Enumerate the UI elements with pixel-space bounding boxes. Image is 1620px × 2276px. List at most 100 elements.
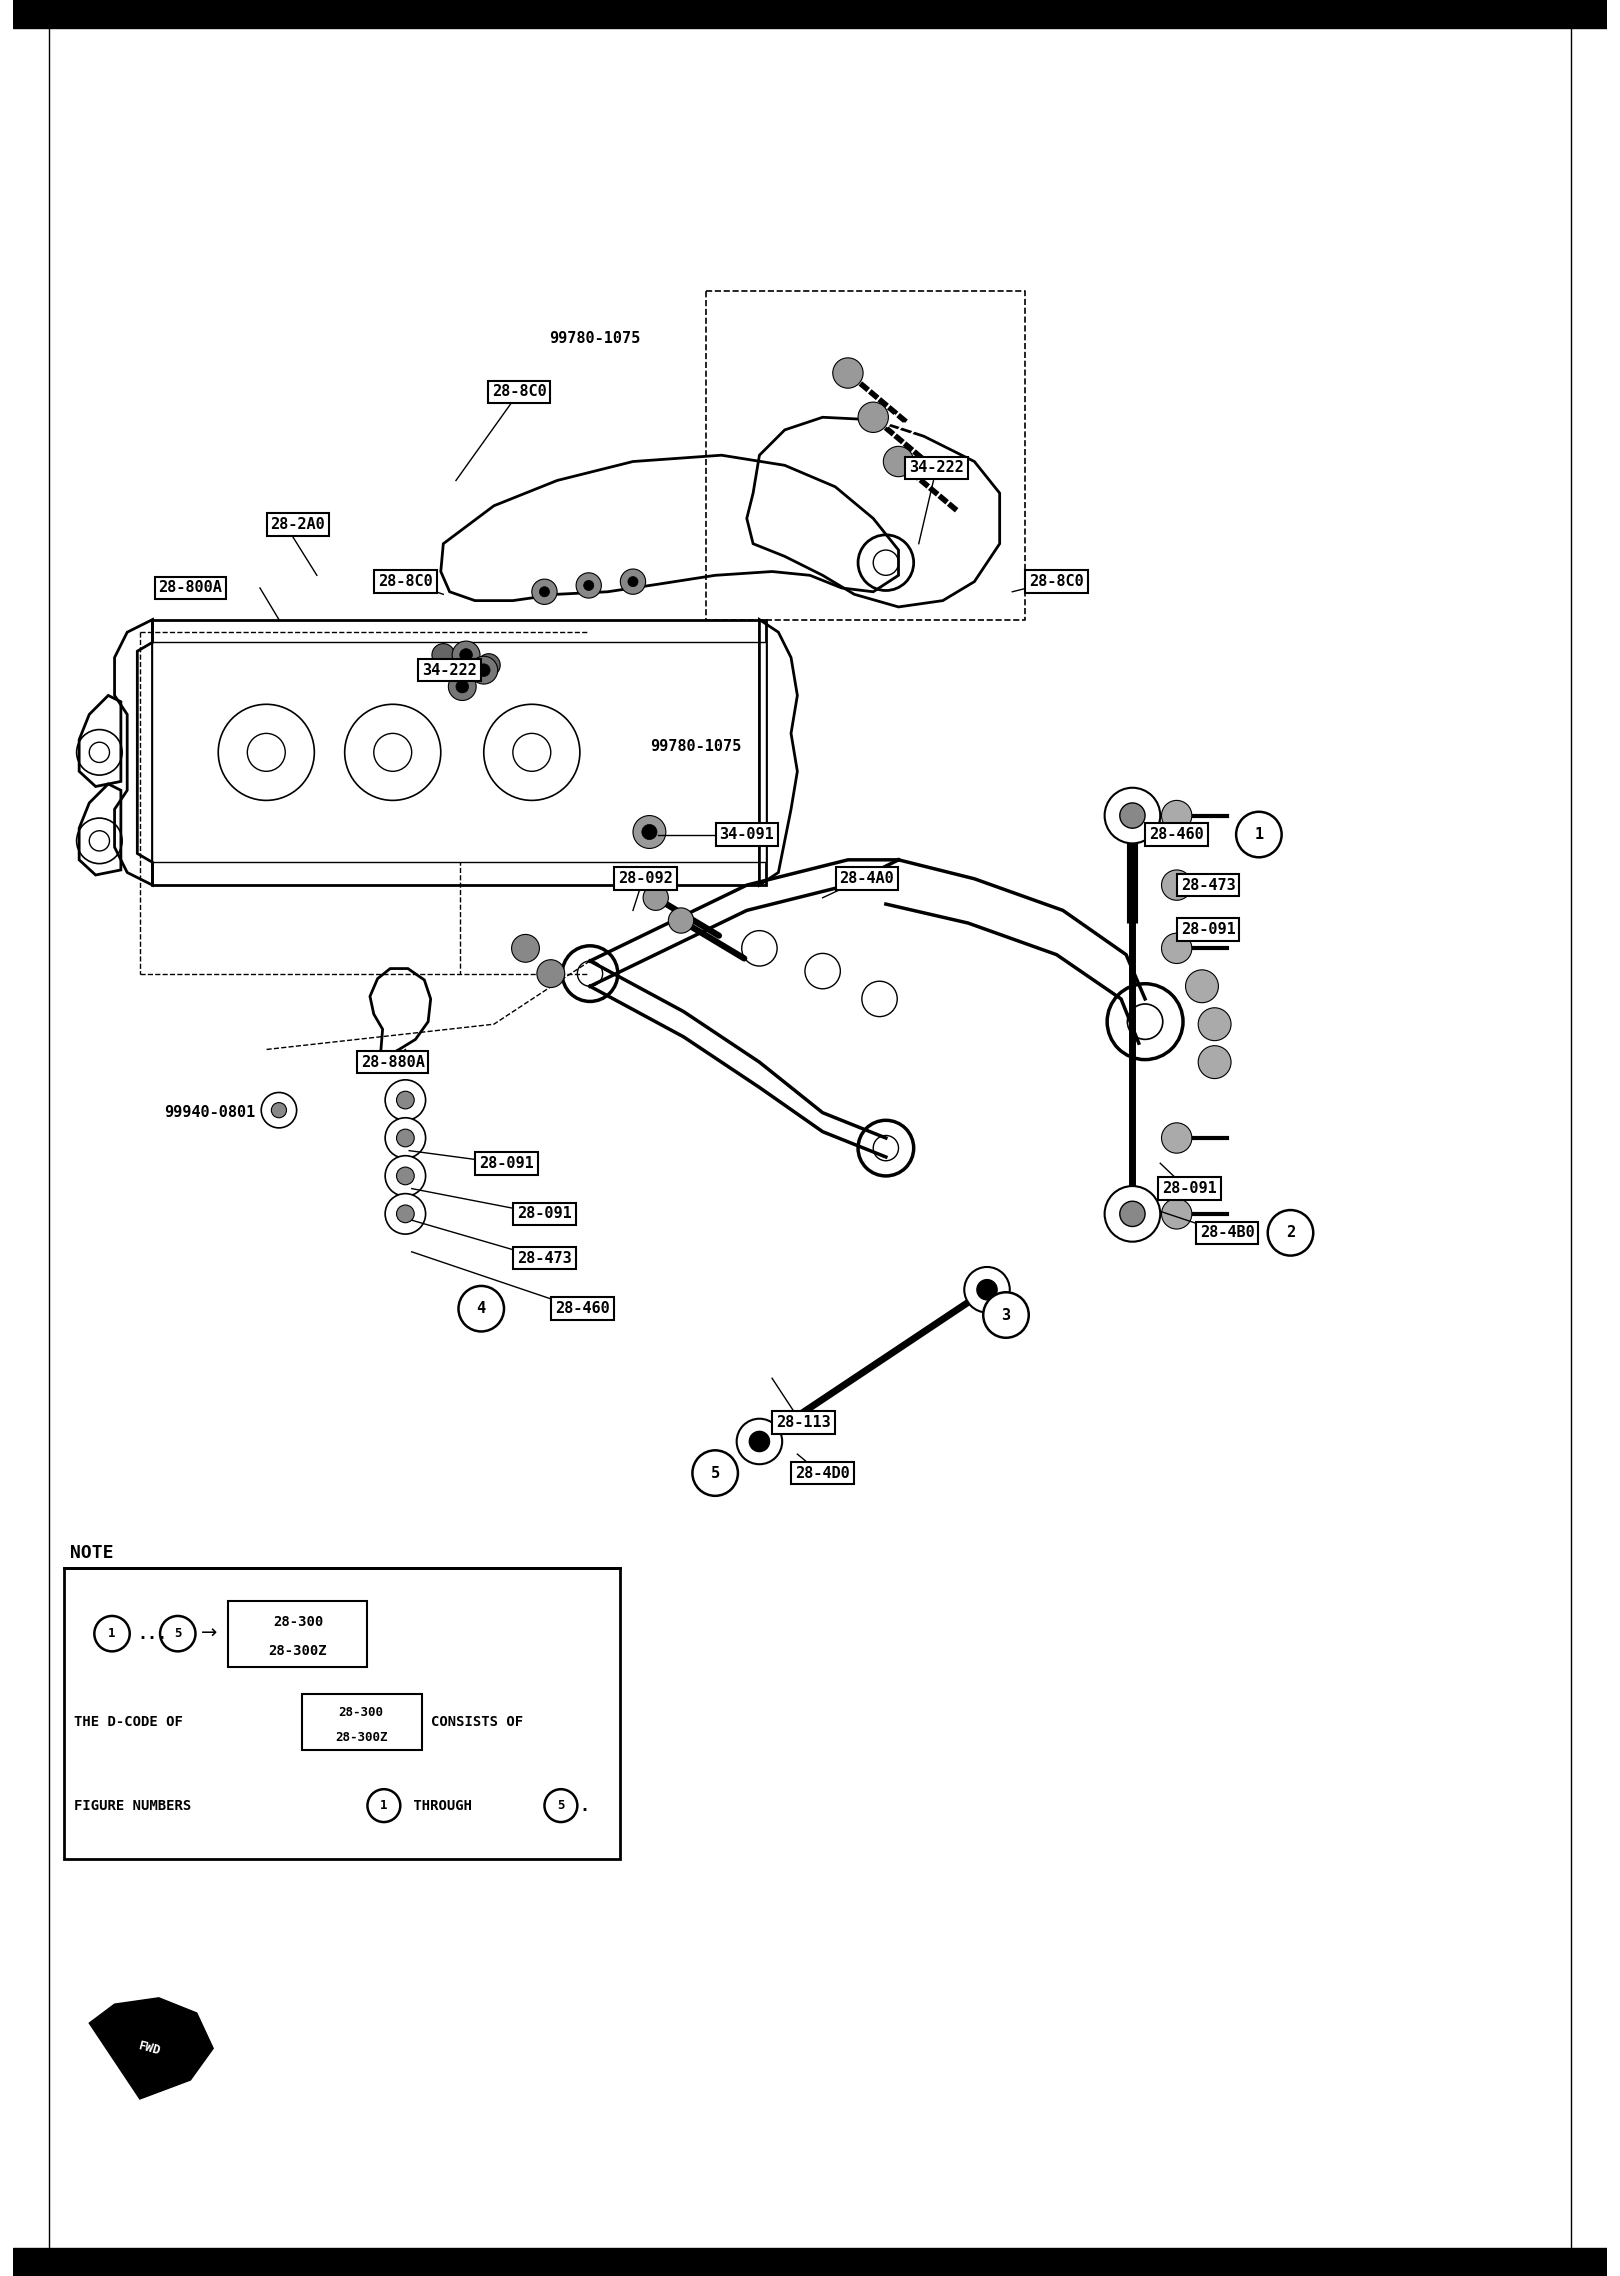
Circle shape (470, 655, 497, 685)
Text: CONSISTS OF: CONSISTS OF (431, 1716, 523, 1730)
Text: 5: 5 (557, 1798, 565, 1812)
Circle shape (386, 1193, 426, 1234)
Circle shape (460, 649, 473, 662)
Text: 28-880A: 28-880A (361, 1054, 424, 1070)
Circle shape (1119, 1202, 1145, 1227)
Text: 28-300Z: 28-300Z (269, 1643, 327, 1659)
Circle shape (983, 1293, 1029, 1338)
Circle shape (1186, 970, 1218, 1004)
Text: 99780-1075: 99780-1075 (549, 332, 640, 346)
Circle shape (433, 644, 455, 667)
Text: 3: 3 (1001, 1306, 1011, 1322)
Text: 28-091: 28-091 (1162, 1181, 1217, 1197)
Text: 28-300: 28-300 (272, 1616, 322, 1630)
Text: 28-8C0: 28-8C0 (492, 385, 546, 401)
Circle shape (397, 1129, 415, 1147)
Circle shape (458, 1286, 504, 1331)
Text: 5: 5 (711, 1466, 719, 1482)
Circle shape (94, 1616, 130, 1652)
Text: 28-300Z: 28-300Z (335, 1730, 387, 1743)
Circle shape (633, 815, 666, 849)
Circle shape (859, 403, 888, 432)
Text: 4: 4 (476, 1302, 486, 1316)
Circle shape (583, 580, 595, 589)
Circle shape (737, 1418, 782, 1463)
Text: 28-473: 28-473 (1181, 879, 1236, 892)
Circle shape (1268, 1211, 1314, 1256)
Bar (301, 1693, 421, 1750)
Circle shape (1119, 803, 1145, 828)
Circle shape (1162, 1122, 1192, 1154)
Text: 5: 5 (173, 1627, 181, 1641)
Text: 28-113: 28-113 (776, 1416, 831, 1429)
Text: 28-4B0: 28-4B0 (1200, 1224, 1254, 1240)
Text: 34-091: 34-091 (719, 826, 774, 842)
Circle shape (536, 960, 565, 988)
Text: 28-460: 28-460 (556, 1302, 609, 1316)
Text: 28-2A0: 28-2A0 (271, 517, 326, 533)
Circle shape (531, 578, 557, 605)
Circle shape (449, 674, 476, 701)
Circle shape (1199, 1008, 1231, 1040)
Text: 28-092: 28-092 (619, 872, 672, 885)
Text: 28-091: 28-091 (480, 1156, 535, 1170)
Circle shape (977, 1279, 998, 1300)
Text: 28-8C0: 28-8C0 (377, 574, 433, 589)
Circle shape (386, 1118, 426, 1158)
Circle shape (89, 831, 110, 851)
Text: 34-222: 34-222 (423, 662, 476, 678)
Text: 34-222: 34-222 (909, 460, 964, 476)
Circle shape (386, 1156, 426, 1197)
Circle shape (397, 1168, 415, 1186)
Circle shape (620, 569, 646, 594)
Text: THROUGH: THROUGH (405, 1798, 473, 1812)
Text: .: . (580, 1796, 590, 1814)
Circle shape (89, 742, 110, 762)
Circle shape (1162, 1199, 1192, 1229)
Text: 1: 1 (109, 1627, 115, 1641)
Bar (13, 2249, 1607, 2276)
Circle shape (750, 1432, 770, 1452)
Bar (13, 0, 1607, 27)
Text: FIGURE NUMBERS: FIGURE NUMBERS (75, 1798, 191, 1812)
Bar (152, 619, 766, 885)
Text: 2: 2 (1286, 1224, 1294, 1240)
Circle shape (577, 574, 601, 599)
Text: 28-300: 28-300 (339, 1705, 384, 1718)
Text: →: → (201, 1625, 217, 1643)
Text: FWD: FWD (138, 2039, 162, 2058)
Circle shape (386, 1079, 426, 1120)
Circle shape (397, 1090, 415, 1108)
Circle shape (964, 1268, 1009, 1313)
Circle shape (1162, 801, 1192, 831)
Circle shape (397, 1204, 415, 1222)
Circle shape (261, 1092, 296, 1129)
Circle shape (160, 1616, 196, 1652)
Text: 99780-1075: 99780-1075 (651, 737, 742, 753)
Circle shape (629, 576, 638, 587)
Circle shape (455, 681, 468, 692)
Circle shape (1199, 1045, 1231, 1079)
Text: ...: ... (138, 1625, 167, 1643)
Text: 1: 1 (381, 1798, 387, 1812)
Bar (152, 642, 766, 863)
Circle shape (478, 653, 501, 676)
Text: 28-800A: 28-800A (159, 580, 222, 596)
Text: 28-473: 28-473 (517, 1250, 572, 1265)
Bar (63, 1568, 620, 1859)
Text: THE D-CODE OF: THE D-CODE OF (75, 1716, 183, 1730)
Text: 28-4D0: 28-4D0 (795, 1466, 850, 1482)
Circle shape (1236, 813, 1281, 858)
Circle shape (452, 642, 480, 669)
Circle shape (643, 885, 669, 910)
Text: 99940-0801: 99940-0801 (164, 1106, 254, 1120)
Circle shape (544, 1789, 577, 1823)
Circle shape (271, 1102, 287, 1118)
Circle shape (1162, 869, 1192, 901)
Circle shape (455, 649, 478, 671)
Circle shape (1105, 787, 1160, 844)
Circle shape (669, 908, 693, 933)
Circle shape (368, 1789, 400, 1823)
Circle shape (512, 935, 539, 963)
Text: NOTE: NOTE (70, 1543, 113, 1561)
